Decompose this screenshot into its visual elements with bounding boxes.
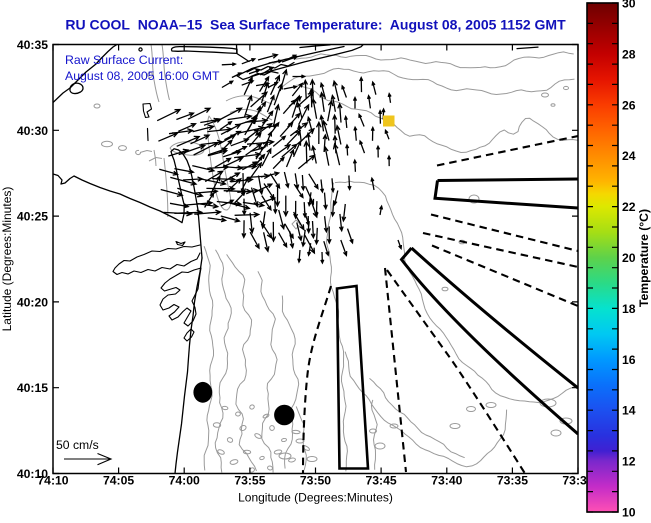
svg-text:73:55: 73:55 bbox=[234, 474, 265, 488]
svg-text:74:10: 74:10 bbox=[37, 474, 68, 488]
svg-text:28: 28 bbox=[622, 47, 636, 61]
svg-text:40:20: 40:20 bbox=[17, 295, 48, 309]
svg-text:Longitude (Degrees:Minutes): Longitude (Degrees:Minutes) bbox=[238, 491, 393, 505]
svg-text:20: 20 bbox=[622, 251, 636, 265]
svg-text:74:00: 74:00 bbox=[169, 474, 200, 488]
svg-text:14: 14 bbox=[622, 404, 636, 418]
svg-text:12: 12 bbox=[622, 455, 636, 469]
svg-text:73:50: 73:50 bbox=[300, 474, 331, 488]
svg-text:10: 10 bbox=[622, 506, 636, 519]
svg-text:40:10: 40:10 bbox=[17, 467, 48, 481]
svg-text:Latitude (Degrees:Minutes): Latitude (Degrees:Minutes) bbox=[0, 187, 14, 332]
svg-text:30: 30 bbox=[622, 0, 636, 11]
svg-text:August 08, 2005 16:00 GMT: August 08, 2005 16:00 GMT bbox=[65, 69, 220, 83]
svg-text:73:40: 73:40 bbox=[431, 474, 462, 488]
svg-text:40:25: 40:25 bbox=[17, 210, 48, 224]
svg-text:40:15: 40:15 bbox=[17, 381, 48, 395]
svg-text:73:35: 73:35 bbox=[497, 474, 528, 488]
svg-text:26: 26 bbox=[622, 98, 636, 112]
svg-text:73:30: 73:30 bbox=[562, 474, 593, 488]
svg-text:24: 24 bbox=[622, 149, 636, 163]
svg-text:50 cm/s: 50 cm/s bbox=[56, 438, 99, 452]
svg-text:Temperature (°C): Temperature (°C) bbox=[637, 209, 651, 307]
svg-text:RU COOL NOAA–15 Sea Surface: RU COOL NOAA–15 Sea Surface Temperature:… bbox=[65, 17, 566, 33]
svg-text:40:35: 40:35 bbox=[17, 38, 48, 52]
svg-text:16: 16 bbox=[622, 353, 636, 367]
svg-text:74:05: 74:05 bbox=[103, 474, 134, 488]
svg-text:Raw Surface Current:: Raw Surface Current: bbox=[65, 53, 183, 67]
svg-text:18: 18 bbox=[622, 302, 636, 316]
svg-text:40:30: 40:30 bbox=[17, 124, 48, 138]
svg-text:22: 22 bbox=[622, 200, 636, 214]
svg-text:73:45: 73:45 bbox=[366, 474, 397, 488]
